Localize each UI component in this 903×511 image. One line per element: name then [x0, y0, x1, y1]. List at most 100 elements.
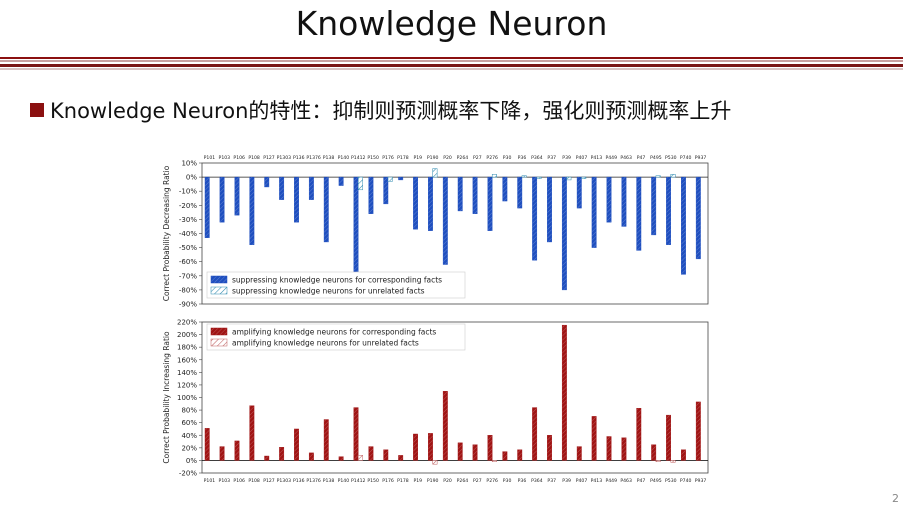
- x-tick-label: P1412: [351, 478, 366, 484]
- bar-unrelated: [655, 175, 661, 178]
- x-tick-label: P463: [620, 478, 632, 484]
- y-tick-label: 160%: [177, 356, 197, 364]
- x-tick-label: P47: [637, 155, 646, 161]
- bar-corresponding: [353, 407, 359, 461]
- bar-corresponding: [502, 176, 508, 202]
- x-tick-label: P47: [637, 478, 646, 484]
- x-tick-label: P937: [695, 155, 707, 161]
- x-tick-label: P136: [293, 155, 305, 161]
- bar-corresponding: [651, 176, 657, 236]
- x-tick-label: P27: [473, 478, 482, 484]
- bar-corresponding: [472, 444, 478, 461]
- y-tick-label: -90%: [179, 301, 197, 309]
- y-tick-label: 0%: [186, 457, 197, 465]
- bar-unrelated: [491, 174, 497, 178]
- x-tick-label: P495: [650, 155, 662, 161]
- x-tick-label: P127: [263, 478, 275, 484]
- x-tick-label: P364: [531, 478, 543, 484]
- bar-corresponding: [576, 446, 582, 461]
- x-tick-label: P150: [367, 155, 379, 161]
- bar-unrelated: [655, 460, 661, 462]
- bar-corresponding: [413, 176, 418, 230]
- bar-corresponding: [487, 176, 493, 231]
- y-tick-label: 10%: [181, 160, 197, 168]
- bar-corresponding: [666, 176, 671, 245]
- y-tick-label: 40%: [181, 432, 197, 440]
- x-tick-label: P106: [233, 478, 245, 484]
- legend-label-corresponding: suppressing knowledge neurons for corres…: [232, 276, 442, 285]
- y-tick-label: 80%: [181, 407, 197, 415]
- x-tick-label: P407: [576, 478, 588, 484]
- bar-corresponding: [368, 176, 374, 214]
- y-tick-label: 100%: [177, 394, 197, 402]
- legend-label-unrelated: suppressing knowledge neurons for unrela…: [232, 287, 425, 296]
- bar-corresponding: [204, 428, 210, 461]
- bar-corresponding: [249, 176, 255, 245]
- bar-corresponding: [457, 442, 463, 461]
- page-number: 2: [892, 492, 899, 505]
- bar-corresponding: [234, 440, 240, 461]
- legend-box: [206, 271, 466, 299]
- x-tick-label: P276: [486, 155, 498, 161]
- x-tick-label: P36: [518, 155, 527, 161]
- bar-unrelated: [581, 176, 587, 179]
- title-divider-light: [0, 60, 903, 62]
- x-tick-label: P101: [204, 155, 216, 161]
- y-tick-label: -10%: [179, 188, 197, 196]
- bar-corresponding: [219, 176, 225, 223]
- x-tick-label: P190: [427, 478, 439, 484]
- x-tick-label: P127: [263, 155, 275, 161]
- bar-corresponding: [323, 419, 329, 461]
- x-tick-label: P449: [605, 478, 617, 484]
- bar-corresponding: [591, 176, 597, 248]
- bar-corresponding: [561, 176, 567, 291]
- x-tick-label: P150: [367, 478, 379, 484]
- y-tick-label: -80%: [179, 286, 197, 294]
- bar-corresponding: [383, 176, 389, 205]
- y-tick-label: -40%: [179, 230, 197, 238]
- y-tick-label: -20%: [179, 470, 197, 478]
- x-tick-label: P39: [562, 478, 571, 484]
- x-tick-label: P101: [204, 478, 216, 484]
- x-tick-label: P103: [219, 478, 231, 484]
- bar-corresponding: [338, 456, 344, 461]
- y-tick-label: 20%: [181, 444, 197, 452]
- bar-corresponding: [428, 433, 433, 461]
- x-tick-label: P1303: [277, 478, 292, 484]
- bar-unrelated: [432, 460, 438, 465]
- x-tick-label: P740: [680, 478, 692, 484]
- bar-unrelated: [670, 174, 676, 178]
- legend-swatch-corresponding: [210, 327, 228, 336]
- x-tick-label: P178: [397, 478, 409, 484]
- x-tick-label: P937: [695, 478, 707, 484]
- bar-corresponding: [517, 176, 523, 209]
- bar-corresponding: [695, 401, 701, 461]
- bar-corresponding: [338, 176, 344, 186]
- x-tick-label: P530: [665, 155, 677, 161]
- bar-corresponding: [294, 176, 299, 223]
- bar-corresponding: [383, 449, 389, 461]
- y-tick-label: -60%: [179, 258, 197, 266]
- x-tick-label: P19: [413, 155, 422, 161]
- bar-corresponding: [532, 176, 538, 261]
- bar-unrelated: [521, 175, 527, 178]
- bar-corresponding: [621, 176, 627, 227]
- slide-title: Knowledge Neuron: [295, 4, 608, 43]
- bar-corresponding: [487, 435, 493, 461]
- bar-corresponding: [666, 414, 671, 461]
- bar-unrelated: [491, 460, 497, 462]
- x-tick-label: P39: [562, 155, 571, 161]
- bar-corresponding: [308, 176, 314, 200]
- bar-corresponding: [457, 176, 463, 212]
- x-tick-label: P30: [503, 155, 512, 161]
- y-tick-label: 140%: [177, 369, 197, 377]
- y-tick-label: 220%: [177, 319, 197, 327]
- bar-unrelated: [387, 176, 393, 182]
- x-tick-label: P264: [457, 478, 469, 484]
- bar-corresponding: [547, 176, 552, 243]
- y-tick-label: 120%: [177, 381, 197, 389]
- bar-corresponding: [442, 391, 448, 461]
- x-tick-label: P190: [427, 155, 439, 161]
- bar-corresponding: [651, 444, 657, 461]
- x-tick-label: P413: [591, 478, 603, 484]
